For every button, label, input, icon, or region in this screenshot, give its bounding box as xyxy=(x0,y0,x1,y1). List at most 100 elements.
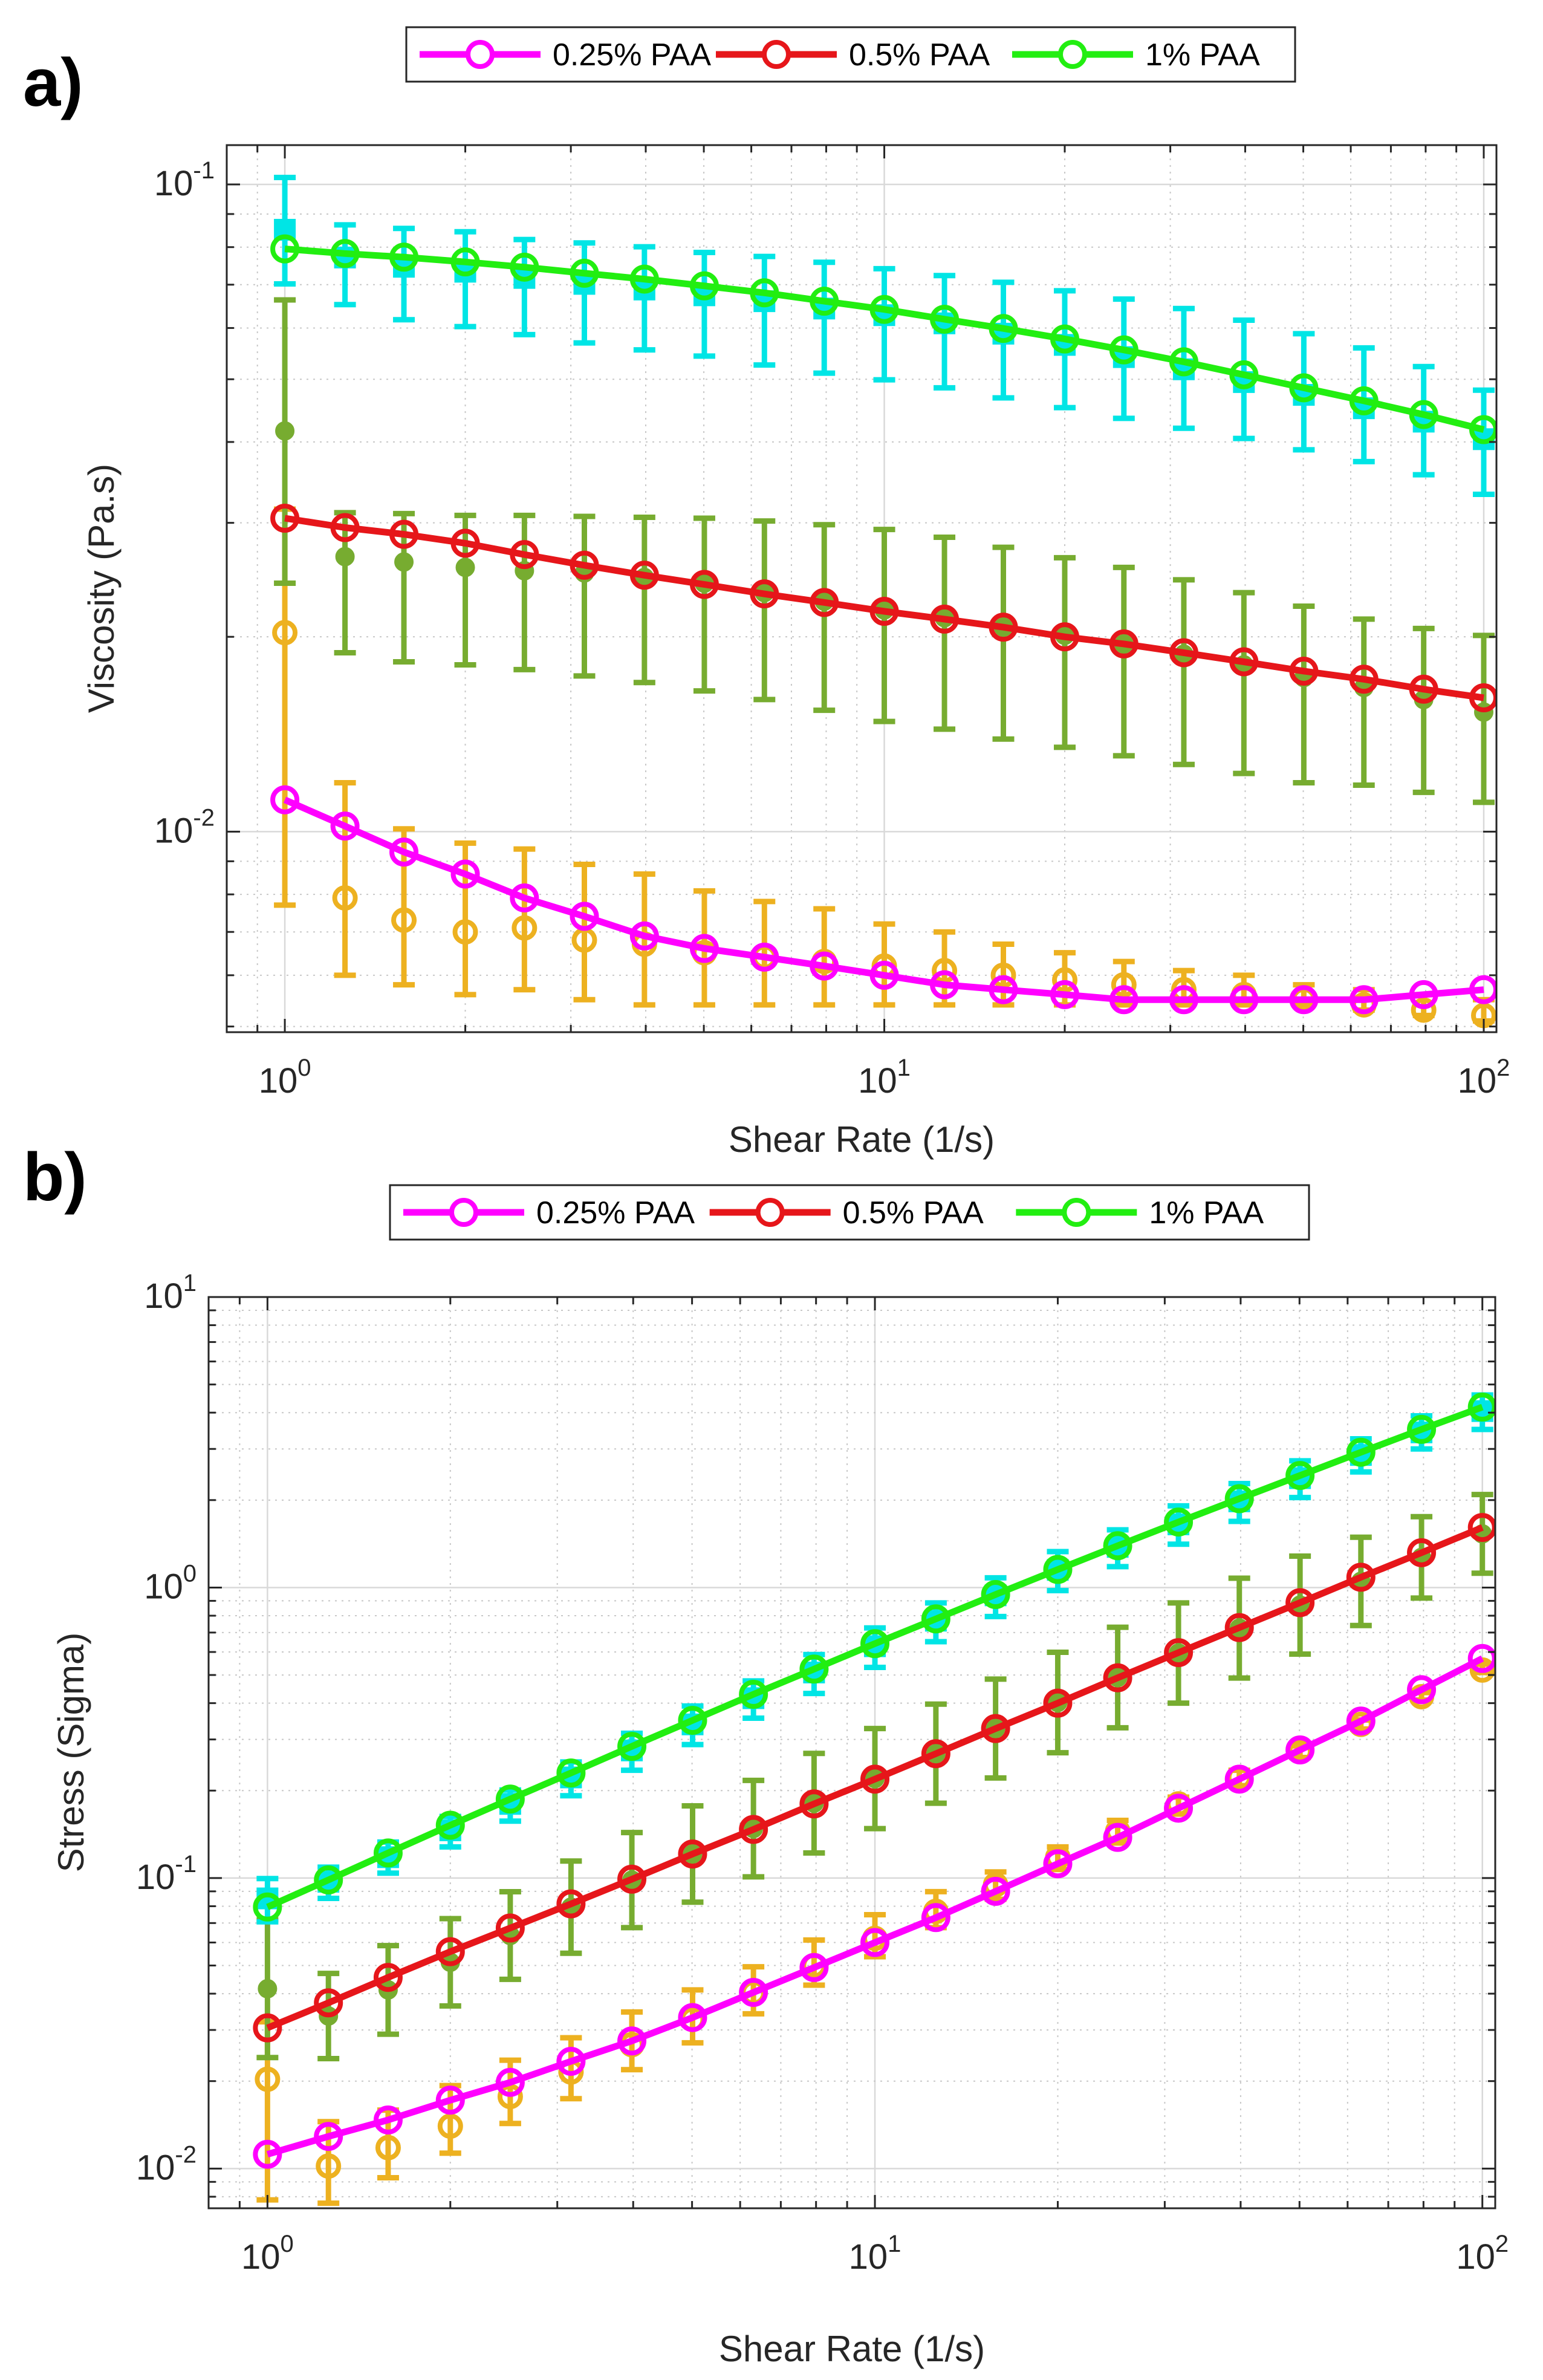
legend-label: 0.5% PAA xyxy=(843,1195,984,1231)
data-point xyxy=(932,958,958,984)
line-marker xyxy=(989,975,1018,1004)
line-series-1-paa xyxy=(270,234,1496,444)
line-marker xyxy=(678,1839,707,1869)
line-marker xyxy=(330,513,360,542)
line-series-0-5-paa xyxy=(253,1513,1495,2043)
legend-marker xyxy=(466,40,495,69)
tick-base: 10 xyxy=(1458,1061,1497,1101)
panel-label-a: a) xyxy=(23,45,83,120)
line-marker xyxy=(739,1978,768,2008)
x-tick-label: 101 xyxy=(849,2231,901,2277)
x-axis-label-a: Shear Rate (1/s) xyxy=(729,1119,995,1160)
legend-marker xyxy=(449,1198,478,1227)
line-marker xyxy=(1285,1735,1315,1765)
data-point xyxy=(275,421,295,441)
line-marker xyxy=(689,271,719,301)
line-marker xyxy=(1109,985,1139,1015)
line-series-0-25-paa xyxy=(253,1644,1495,2169)
data-point xyxy=(255,2066,281,2092)
legend-marker xyxy=(1058,40,1087,69)
plot-area-a xyxy=(270,174,1496,1029)
data-point xyxy=(316,2153,342,2179)
data-point xyxy=(332,885,358,911)
line-marker xyxy=(1229,360,1259,389)
x-tick-label: 100 xyxy=(241,2231,294,2277)
tick-exponent: 2 xyxy=(1495,2231,1509,2257)
data-point xyxy=(258,1978,278,1998)
stress-panel: b) 0.25% PAA 0.5% PAA 1% PAA 100 101 10210-2… xyxy=(23,1139,1509,2369)
line-marker xyxy=(450,859,480,889)
line-marker xyxy=(930,604,960,634)
tick-base: 10 xyxy=(154,811,193,850)
line-marker xyxy=(860,1928,890,1957)
line-marker xyxy=(253,2013,282,2043)
tick-base: 10 xyxy=(136,1858,175,1897)
line-marker xyxy=(389,242,419,272)
tick-base: 10 xyxy=(154,164,193,203)
line-marker xyxy=(1224,1613,1254,1642)
series-line xyxy=(266,1524,1484,2031)
line-marker xyxy=(556,2046,586,2076)
line-marker xyxy=(1109,335,1139,365)
plot-area-b xyxy=(253,1392,1495,2206)
line-marker xyxy=(629,264,659,294)
line-series-1-paa xyxy=(253,1393,1495,1922)
x-axis-label-b: Shear Rate (1/s) xyxy=(719,2329,985,2369)
line-marker xyxy=(270,234,300,264)
legend-label: 1% PAA xyxy=(1145,37,1260,73)
line-marker xyxy=(495,1913,525,1943)
legend-b: 0.25% PAA 0.5% PAA 1% PAA xyxy=(389,1184,1310,1241)
line-marker xyxy=(314,2122,343,2151)
line-marker xyxy=(1050,980,1079,1009)
line-marker xyxy=(930,304,960,334)
legend-marker xyxy=(762,40,791,69)
line-marker xyxy=(1289,985,1319,1015)
data-point xyxy=(391,907,417,933)
legend-marker xyxy=(755,1198,785,1227)
axes-box-b xyxy=(207,1296,1496,2209)
line-marker xyxy=(678,1706,707,1735)
tick-exponent: 2 xyxy=(1496,1055,1510,1081)
line-marker xyxy=(253,2139,282,2169)
line-marker xyxy=(1103,1531,1132,1561)
line-marker xyxy=(1169,347,1198,377)
line-marker xyxy=(1050,622,1079,652)
tick-exponent: 0 xyxy=(297,1055,311,1081)
line-marker xyxy=(799,1952,829,1982)
line-marker xyxy=(1407,1414,1437,1444)
line-marker xyxy=(750,579,779,609)
axes-box-a xyxy=(226,144,1498,1033)
errorbar-series-0-5-paa xyxy=(274,297,1495,805)
tick-base: 10 xyxy=(1456,2237,1495,2277)
data-point xyxy=(1111,972,1137,998)
legend-item: 1% PAA xyxy=(1012,37,1260,73)
line-marker xyxy=(689,934,719,963)
tick-exponent: -1 xyxy=(193,157,215,184)
line-marker xyxy=(389,519,419,549)
data-point xyxy=(1051,967,1077,993)
y-tick-label: 10-2 xyxy=(154,804,215,850)
line-marker xyxy=(869,960,899,990)
tick-base: 10 xyxy=(259,1061,298,1101)
tick-base: 10 xyxy=(849,2237,888,2277)
line-marker xyxy=(1103,1663,1132,1692)
tick-base: 10 xyxy=(144,1567,183,1606)
line-marker xyxy=(270,785,300,814)
line-marker xyxy=(869,596,899,626)
line-marker xyxy=(629,921,659,951)
viscosity-panel: a) 0.25% PAA 0.5% PAA 1% PAA 100 101 10210-2… xyxy=(23,26,1510,1160)
y-tick-label: 100 xyxy=(144,1560,197,1606)
line-marker xyxy=(314,1988,343,2018)
line-marker xyxy=(930,970,960,1000)
legend-label: 0.25% PAA xyxy=(553,37,711,73)
line-marker xyxy=(1164,1638,1194,1668)
line-marker xyxy=(1169,985,1198,1015)
line-marker xyxy=(450,528,480,558)
data-point xyxy=(272,620,298,646)
tick-exponent: 0 xyxy=(183,1560,197,1587)
line-marker xyxy=(921,1604,950,1634)
line-marker xyxy=(570,902,599,931)
